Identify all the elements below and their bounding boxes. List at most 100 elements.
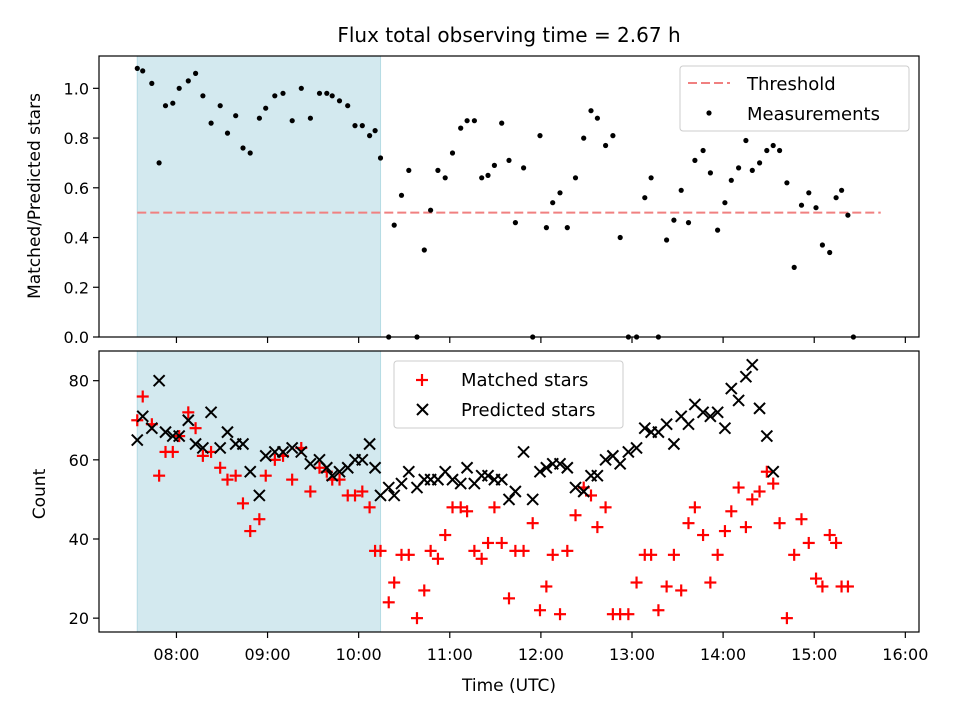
predicted-star-point bbox=[152, 374, 166, 387]
predicted-star-point bbox=[630, 441, 643, 455]
predicted-star-point bbox=[159, 425, 172, 439]
x-tick-label: 10:00 bbox=[336, 645, 382, 664]
matched-star-point bbox=[711, 548, 724, 561]
top-y-axis-label: Matched/Predicted stars bbox=[25, 93, 45, 299]
measurement-point bbox=[233, 113, 239, 119]
matched-star-point bbox=[561, 544, 574, 557]
predicted-star-point bbox=[395, 477, 408, 490]
matched-star-point bbox=[682, 517, 695, 530]
matched-star-point bbox=[374, 544, 387, 557]
measurement-legend-icon bbox=[706, 110, 712, 116]
measurement-point bbox=[777, 147, 783, 154]
measurement-point bbox=[819, 242, 826, 248]
matched-star-point bbox=[189, 422, 202, 435]
measurement-point bbox=[272, 93, 278, 99]
predicted-star-point bbox=[204, 406, 218, 419]
measurement-point bbox=[499, 120, 505, 126]
predicted-star-point bbox=[356, 453, 369, 467]
measurement-point bbox=[564, 225, 570, 231]
measurement-point bbox=[743, 137, 749, 144]
predicted-star-point bbox=[402, 465, 415, 478]
predicted-star-point bbox=[189, 437, 202, 451]
matched-star-point bbox=[704, 576, 717, 589]
measurement-point bbox=[359, 123, 365, 129]
measurement-point bbox=[329, 93, 335, 99]
measurement-point bbox=[678, 187, 684, 193]
measurement-point bbox=[367, 133, 373, 139]
measurement-point bbox=[289, 118, 295, 124]
bottom-y-axis-label: Count bbox=[30, 468, 50, 519]
matched-star-point bbox=[546, 548, 559, 561]
measurement-point bbox=[642, 195, 648, 201]
predicted-star-point bbox=[253, 489, 266, 502]
x-tick-label: 16:00 bbox=[882, 645, 928, 664]
matched-star-point bbox=[363, 501, 376, 514]
predicted-star-point bbox=[561, 461, 574, 474]
matched-star-point bbox=[652, 604, 665, 617]
measurement-point bbox=[193, 70, 199, 76]
matched-star-point bbox=[131, 414, 144, 427]
matched-star-point bbox=[823, 529, 836, 542]
matched-star-point bbox=[599, 501, 612, 514]
measurement-point bbox=[550, 200, 556, 206]
matched-star-point bbox=[780, 612, 793, 625]
bottom-y-ticks: 20 40 60 80 bbox=[69, 372, 99, 628]
x-tick-label: 11:00 bbox=[427, 645, 473, 664]
bottom-legend: Matched stars Predicted stars bbox=[393, 360, 624, 429]
predicted-star-point bbox=[136, 410, 149, 423]
matched-star-point bbox=[468, 544, 481, 557]
matched-star-point bbox=[488, 501, 501, 514]
measurement-point bbox=[827, 249, 833, 256]
measurement-point bbox=[512, 220, 519, 226]
matched-legend-icon bbox=[416, 374, 428, 386]
matched-star-point bbox=[697, 529, 710, 542]
measurement-point bbox=[610, 133, 616, 139]
matched-star-point bbox=[675, 584, 688, 597]
measurement-point bbox=[784, 180, 790, 186]
predicted-star-point bbox=[682, 418, 695, 431]
bottom-y-tick-label: 80 bbox=[69, 372, 89, 391]
measurement-point bbox=[806, 190, 812, 196]
predicted-star-point bbox=[660, 418, 673, 431]
measurement-point bbox=[224, 130, 231, 136]
matched-star-point bbox=[569, 509, 582, 522]
predicted-star-point bbox=[387, 489, 401, 502]
predicted-star-point bbox=[333, 465, 346, 478]
matched-star-point bbox=[482, 536, 495, 549]
predicted-star-point bbox=[577, 485, 590, 498]
measurement-point bbox=[140, 68, 146, 74]
matched-star-point bbox=[166, 445, 179, 458]
measurement-point bbox=[757, 160, 763, 166]
measurement-point bbox=[700, 147, 706, 154]
bottom-y-tick-label: 20 bbox=[69, 609, 89, 628]
measurement-point bbox=[458, 125, 464, 131]
matched-star-point bbox=[349, 489, 362, 502]
measurement-point bbox=[485, 172, 491, 178]
predicted-star-point bbox=[295, 445, 308, 459]
matched-star-point bbox=[454, 501, 467, 514]
measurement-point bbox=[736, 165, 742, 171]
predicted-star-point bbox=[526, 493, 539, 506]
measurement-point bbox=[833, 195, 839, 201]
predicted-star-point bbox=[613, 457, 627, 471]
measurement-points bbox=[134, 65, 857, 340]
matched-star-point bbox=[526, 517, 539, 530]
predicted-star-point bbox=[739, 370, 753, 383]
measurement-point bbox=[715, 227, 721, 233]
matched-star-point bbox=[236, 497, 249, 510]
top-y-tick-label: 0.6 bbox=[64, 179, 89, 198]
matched-star-point bbox=[760, 465, 773, 478]
predicted-star-point bbox=[221, 425, 234, 439]
measurement-point bbox=[764, 147, 770, 154]
x-tick-label: 12:00 bbox=[518, 645, 564, 664]
matched-star-point bbox=[503, 592, 515, 605]
measurement-point bbox=[722, 200, 728, 206]
matched-star-point bbox=[753, 485, 766, 498]
matched-star-point bbox=[356, 485, 369, 498]
top-legend: Threshold Measurements bbox=[679, 65, 910, 132]
measurement-point bbox=[537, 133, 543, 139]
measurement-legend-label: Measurements bbox=[747, 104, 880, 125]
matched-star-point bbox=[533, 604, 546, 617]
measurement-point bbox=[240, 145, 246, 151]
measurement-point bbox=[156, 160, 162, 166]
